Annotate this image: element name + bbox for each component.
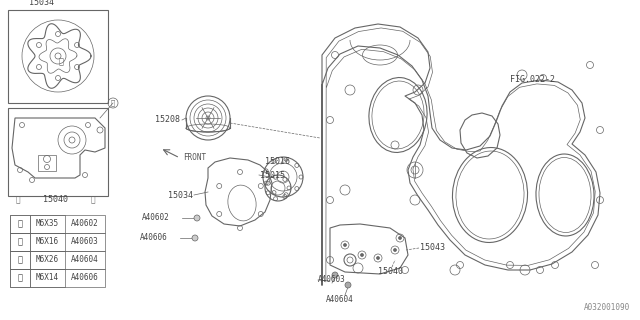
Text: 15043: 15043 [420,244,445,252]
Text: FRONT: FRONT [183,153,206,162]
Circle shape [344,244,346,246]
Text: ③: ③ [91,196,95,204]
Circle shape [345,282,351,288]
Text: ⑤: ⑤ [58,58,63,67]
Bar [8,10,108,103]
Text: M6X14: M6X14 [36,274,59,283]
Bar [10,215,105,233]
Circle shape [194,215,200,221]
Bar [10,269,105,287]
Bar [10,215,30,233]
Text: M6X26: M6X26 [36,255,59,265]
Text: FIG.022-2: FIG.022-2 [510,76,555,84]
Text: ①: ① [111,100,115,106]
Bar [30,251,65,269]
Text: ②: ② [16,196,20,204]
Text: 15040: 15040 [42,196,67,204]
Bar [10,269,30,287]
Circle shape [394,249,397,252]
Text: 15016: 15016 [265,157,290,166]
Bar [10,251,105,269]
Text: 15040: 15040 [378,268,403,276]
Bar [30,215,65,233]
Text: M6X16: M6X16 [36,237,59,246]
Text: A40603: A40603 [318,276,346,284]
Text: ④: ④ [17,274,22,283]
Text: 15034: 15034 [29,0,54,7]
Text: ③: ③ [17,255,22,265]
Text: A40602: A40602 [142,213,170,222]
Text: 15208: 15208 [155,116,180,124]
Circle shape [192,235,198,241]
Text: A032001090: A032001090 [584,303,630,312]
Circle shape [332,272,338,278]
Text: M6X35: M6X35 [36,220,59,228]
Text: ②: ② [17,237,22,246]
Circle shape [399,236,401,239]
Text: A40604: A40604 [71,255,99,265]
Text: 15034: 15034 [168,190,193,199]
Bar [30,233,65,251]
Text: A40606: A40606 [71,274,99,283]
Bar [8,108,108,196]
Text: A40603: A40603 [71,237,99,246]
Bar [10,233,30,251]
Text: A40606: A40606 [140,234,168,243]
Text: A40604: A40604 [326,295,354,305]
Circle shape [376,257,380,260]
Text: 15015: 15015 [260,171,285,180]
Bar [10,251,30,269]
Text: A40602: A40602 [71,220,99,228]
Circle shape [360,253,364,257]
Bar [30,269,65,287]
Bar [10,233,105,251]
Bar [38,155,56,171]
Text: ①: ① [17,220,22,228]
